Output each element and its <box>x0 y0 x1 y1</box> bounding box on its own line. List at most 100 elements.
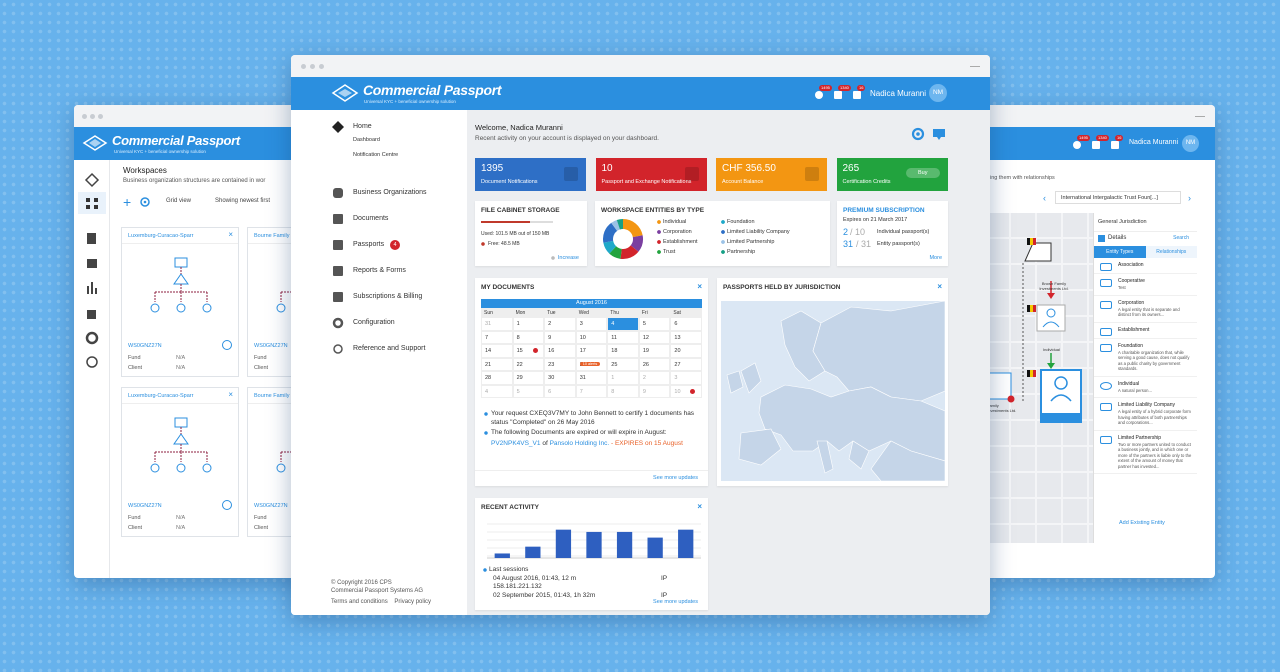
day[interactable]: 4 <box>481 384 513 398</box>
details[interactable]: Details <box>1108 235 1127 241</box>
day[interactable]: 10 <box>575 330 608 344</box>
settings-icon[interactable] <box>139 196 151 208</box>
day[interactable]: 3 <box>670 371 702 385</box>
premium-link[interactable]: More <box>929 255 942 261</box>
avatar[interactable]: NM <box>1182 135 1199 152</box>
entity-type[interactable]: Foundation A charitable organization that… <box>1094 339 1197 377</box>
nav-item[interactable]: Passports <box>353 241 385 248</box>
nav-item[interactable]: Business Organizations <box>353 189 427 196</box>
entity-type[interactable]: Limited Partnership Two or more partners … <box>1094 431 1197 474</box>
tile[interactable]: CHF 356.50 Account Balance <box>716 158 827 191</box>
sort-label[interactable]: Showing newest first <box>215 198 271 204</box>
workspace-card[interactable]: Luxemburg-Curacao-Sparr × WS0GNZ27N Fund N/A… <box>121 227 239 377</box>
nav-item[interactable]: Documents <box>353 215 389 222</box>
notification-icon[interactable] <box>1109 137 1123 151</box>
notification-icon[interactable] <box>1090 137 1104 151</box>
privacy[interactable]: Privacy policy <box>394 599 432 605</box>
next[interactable]: › <box>1188 193 1191 203</box>
day[interactable]: 28 <box>481 371 513 385</box>
day[interactable]: 27 <box>670 357 702 371</box>
notification-icon[interactable] <box>813 87 827 101</box>
tab[interactable]: Entity Types <box>1094 246 1146 258</box>
tile[interactable]: 1395 Document Notifications <box>475 158 586 191</box>
search[interactable]: Search <box>1173 235 1189 241</box>
field-label: Fund <box>128 355 141 361</box>
day[interactable]: 30 <box>544 371 576 385</box>
day[interactable]: 1 <box>607 371 639 385</box>
nav-item[interactable]: Reference and Support <box>353 345 426 352</box>
storage-link[interactable]: Increase <box>550 255 579 261</box>
selector[interactable]: International Intergalactic Trust Foun[.… <box>1055 191 1181 204</box>
day[interactable]: 13 <box>670 330 702 344</box>
day[interactable]: 19 <box>638 344 671 358</box>
entity-type[interactable]: Cooperative Test <box>1094 274 1197 296</box>
tab[interactable]: Relationships <box>1145 246 1197 258</box>
grid-view[interactable]: Grid view <box>166 198 192 204</box>
day[interactable]: 20 <box>670 344 702 358</box>
tile[interactable]: 265 Certification Credits Buy <box>836 158 948 191</box>
terms[interactable]: Terms and conditions <box>331 599 388 605</box>
day[interactable]: 18 <box>607 344 639 358</box>
add-entity[interactable]: Add Existing Entity <box>1119 520 1165 526</box>
nav-item[interactable]: Home <box>353 123 372 130</box>
title-bar <box>74 105 314 127</box>
prev[interactable]: ‹ <box>1043 193 1046 203</box>
day[interactable]: 7 <box>575 384 608 398</box>
see-more[interactable]: See more updates <box>653 599 698 605</box>
day[interactable]: 1 <box>512 317 545 331</box>
day[interactable]: 31 <box>481 317 513 331</box>
tile[interactable]: 10 Passport and Exchange Notifications <box>595 158 707 191</box>
nav-item[interactable]: Subscriptions & Billing <box>353 293 423 300</box>
notification-icon[interactable] <box>851 87 865 101</box>
day[interactable]: 2 <box>544 317 576 331</box>
day[interactable]: 5 <box>512 384 545 398</box>
day[interactable]: 11 <box>607 330 639 344</box>
day[interactable]: 31 <box>575 371 608 385</box>
nav-subitem[interactable]: Dashboard <box>353 137 380 143</box>
day[interactable]: 22 <box>512 357 545 371</box>
nav-item[interactable]: Reports & Forms <box>353 267 406 274</box>
day[interactable]: 6 <box>544 384 576 398</box>
day[interactable]: 4 <box>607 317 639 331</box>
day[interactable]: 8 <box>512 330 545 344</box>
avatar[interactable]: NM <box>929 84 947 102</box>
day[interactable]: 9 <box>638 384 671 398</box>
day[interactable]: 21 <box>481 357 513 371</box>
day[interactable]: 3 <box>575 317 608 331</box>
workspace-card[interactable]: Luxemburg-Curacao-Sparr × WS0GNZ27N Fund N/A… <box>121 387 239 537</box>
notification-icon[interactable] <box>1071 137 1085 151</box>
card-rule <box>122 403 238 404</box>
day[interactable]: 9 <box>544 330 576 344</box>
day[interactable]: 2 <box>638 371 671 385</box>
day[interactable]: 7 <box>481 330 513 344</box>
entity-type[interactable]: Limited Liability Company A legal entity … <box>1094 398 1197 431</box>
checkbox[interactable] <box>1098 235 1105 242</box>
entity-type[interactable]: Individual A natural person... <box>1094 377 1197 398</box>
day[interactable]: 14 <box>481 344 513 358</box>
day[interactable]: 12 <box>638 330 671 344</box>
day[interactable]: 17 <box>575 344 608 358</box>
day[interactable]: 16 <box>544 344 576 358</box>
tile-button[interactable]: Buy <box>906 168 940 178</box>
see-more[interactable]: See more updates <box>653 475 698 481</box>
nav-item[interactable]: Configuration <box>353 319 395 326</box>
entity-type[interactable]: Establishment <box>1094 323 1197 339</box>
day[interactable]: 15 <box>512 344 545 358</box>
jurisdiction[interactable]: General Jurisdiction <box>1094 213 1197 232</box>
day[interactable]: 5 <box>638 317 671 331</box>
day[interactable]: 23 <box>544 357 576 371</box>
day[interactable]: 25 <box>607 357 639 371</box>
nav-subitem[interactable]: Notification Centre <box>353 152 399 158</box>
day[interactable]: 6 <box>670 317 702 331</box>
day[interactable]: 10 <box>670 384 702 398</box>
expiry-company[interactable]: Pansolo Holding Inc. <box>549 439 610 447</box>
help-icons[interactable] <box>911 127 951 141</box>
day[interactable]: 26 <box>638 357 671 371</box>
add-button[interactable]: + <box>123 194 132 210</box>
notification-icon[interactable] <box>832 87 846 101</box>
day[interactable]: 29 <box>512 371 545 385</box>
entity-type[interactable]: Corporation A legal entity that is separa… <box>1094 296 1197 323</box>
day[interactable]: 8 <box>607 384 639 398</box>
entity-type[interactable]: Association <box>1094 258 1197 274</box>
expiry-doc[interactable]: PV2NPK4VS_V1 <box>491 439 541 447</box>
